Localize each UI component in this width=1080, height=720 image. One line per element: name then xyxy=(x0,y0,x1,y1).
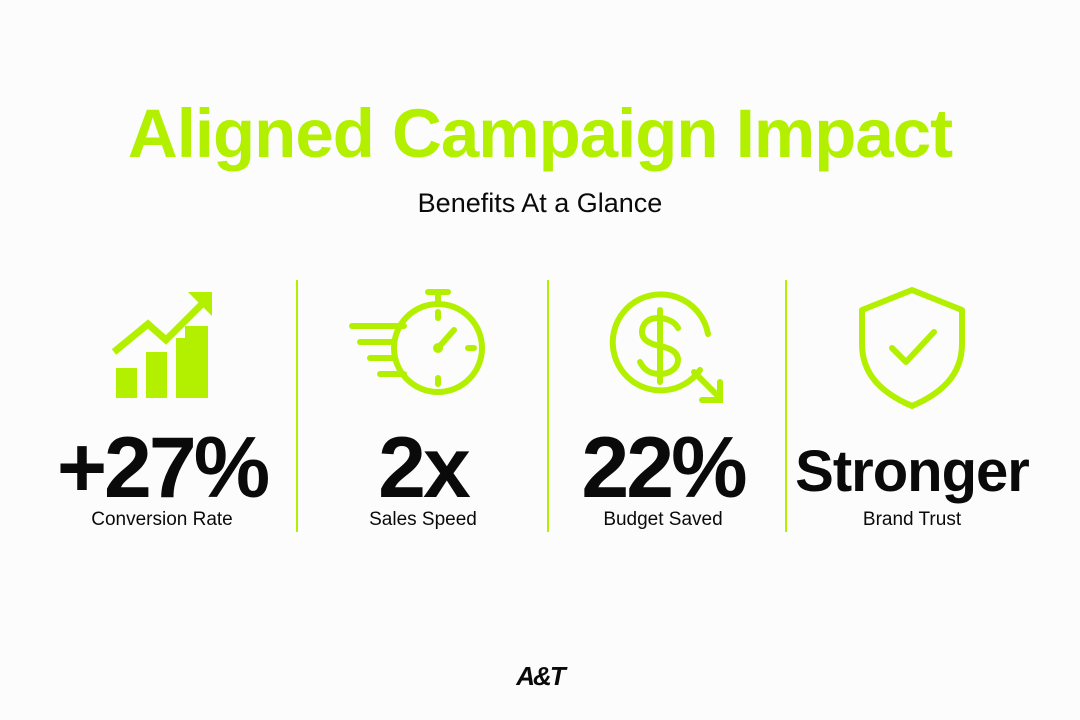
stat-label: Conversion Rate xyxy=(91,509,233,530)
stat-conversion-rate: +27% Conversion Rate xyxy=(37,282,287,530)
stat-value: 2x xyxy=(378,420,471,516)
bar-chart-growth-icon xyxy=(111,292,212,398)
stat-label: Sales Speed xyxy=(369,509,477,530)
dollar-savings-icon xyxy=(609,291,723,403)
column-divider xyxy=(547,280,549,532)
stat-label: Budget Saved xyxy=(603,509,723,530)
stat-value: Stronger xyxy=(795,439,1030,504)
brand-logo: A&T xyxy=(516,661,565,691)
stat-value: 22% xyxy=(581,420,747,516)
stat-budget-saved: 22% Budget Saved xyxy=(538,282,788,530)
stopwatch-speed-icon xyxy=(349,289,485,395)
stat-value: +27% xyxy=(56,420,270,516)
page-subtitle: Benefits At a Glance xyxy=(417,188,663,218)
column-divider xyxy=(296,280,298,532)
shield-check-icon xyxy=(859,287,965,409)
column-divider xyxy=(785,280,787,532)
stat-label: Brand Trust xyxy=(862,509,962,530)
stat-brand-trust: Stronger Brand Trust xyxy=(787,282,1037,530)
page-title: Aligned Campaign Impact xyxy=(127,95,953,172)
stat-sales-speed: 2x Sales Speed xyxy=(298,282,548,530)
